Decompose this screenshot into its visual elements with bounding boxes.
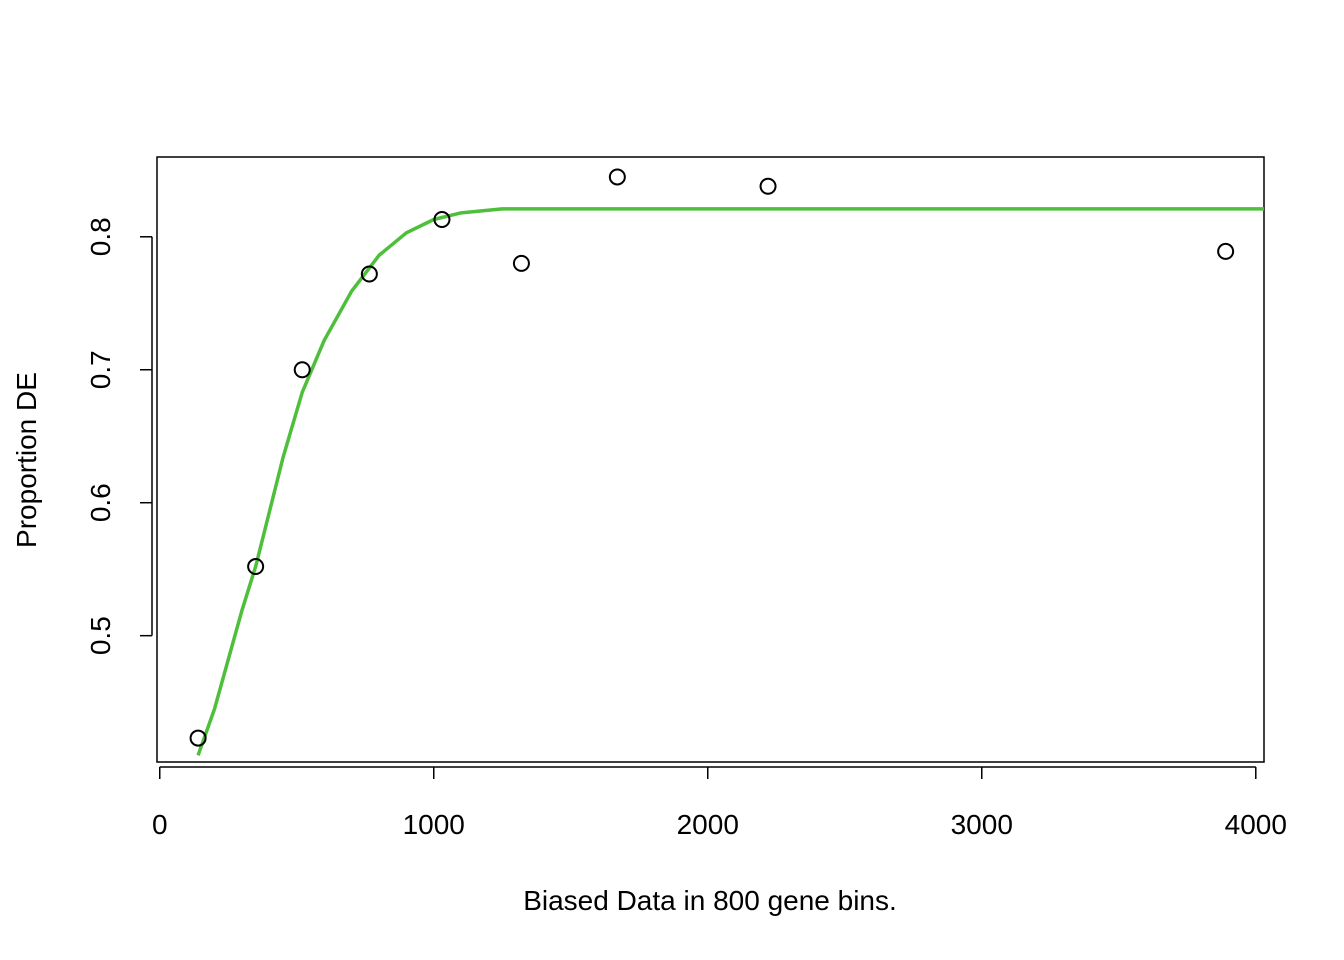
plot-area-frame <box>156 156 1265 763</box>
x-tick-label: 0 <box>152 809 168 840</box>
y-tick-label: 0.5 <box>85 616 116 655</box>
x-axis-label: Biased Data in 800 gene bins. <box>523 885 897 916</box>
y-tick-label: 0.7 <box>85 350 116 389</box>
data-points-layer <box>189 168 1235 747</box>
y-tick-label: 0.8 <box>85 217 116 256</box>
data-point-4 <box>360 265 378 283</box>
y-axis-label: Proportion DE <box>11 372 42 548</box>
data-point-9 <box>1217 242 1235 260</box>
x-tick-label: 3000 <box>951 809 1013 840</box>
data-point-5 <box>433 210 451 228</box>
fit-curve <box>196 207 1264 756</box>
data-point-1 <box>189 729 207 747</box>
y-axis: 0.5 0.6 0.7 0.8 <box>85 217 153 655</box>
x-axis: 0 1000 2000 3000 4000 <box>152 766 1287 840</box>
data-point-2 <box>247 558 265 576</box>
data-point-8 <box>759 177 777 195</box>
x-tick-label: 1000 <box>403 809 465 840</box>
data-point-3 <box>293 361 311 379</box>
x-tick-label: 2000 <box>677 809 739 840</box>
data-point-6 <box>512 254 530 272</box>
fit-curve-layer <box>196 207 1264 756</box>
x-tick-label: 4000 <box>1225 809 1287 840</box>
y-tick-label: 0.6 <box>85 483 116 522</box>
data-point-7 <box>608 168 626 186</box>
